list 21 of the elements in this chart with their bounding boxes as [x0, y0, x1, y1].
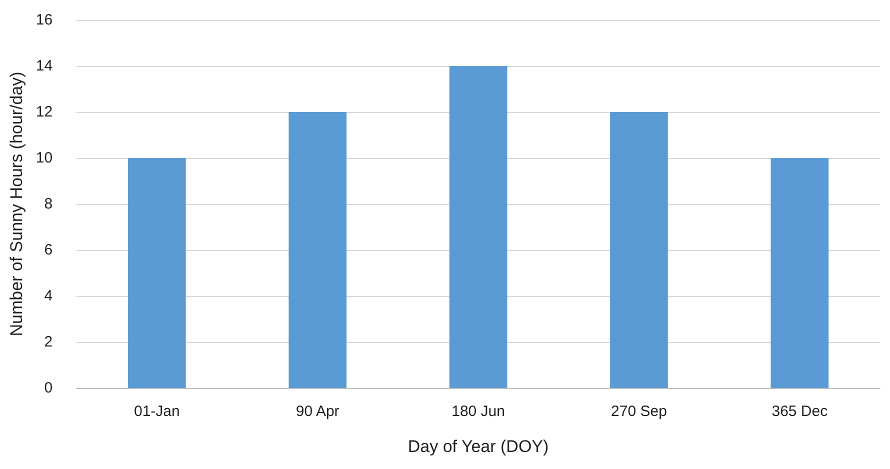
bar: [288, 112, 347, 388]
x-tick-label: 180 Jun: [452, 403, 505, 420]
y-axis-title: Number of Sunny Hours (hour/day): [7, 72, 26, 336]
y-tick-label: 12: [36, 104, 53, 120]
y-tick-label: 14: [36, 58, 53, 74]
y-tick-label: 16: [36, 12, 53, 28]
y-tick-label: 4: [44, 288, 53, 304]
y-tick-label: 10: [36, 150, 53, 166]
x-tick-label: 01-Jan: [134, 403, 180, 420]
bar: [770, 158, 829, 388]
y-tick-label: 8: [44, 196, 53, 212]
x-axis-title: Day of Year (DOY): [408, 437, 549, 456]
y-tick-label: 6: [44, 242, 53, 258]
bar: [449, 66, 508, 388]
x-tick-label: 90 Apr: [296, 403, 340, 420]
x-tick-label: 270 Sep: [611, 403, 667, 420]
x-tick-label: 365 Dec: [772, 403, 828, 420]
bar: [128, 158, 186, 388]
y-tick-label: 2: [44, 334, 53, 350]
y-tick-label: 0: [44, 380, 53, 396]
bar: [610, 112, 668, 388]
